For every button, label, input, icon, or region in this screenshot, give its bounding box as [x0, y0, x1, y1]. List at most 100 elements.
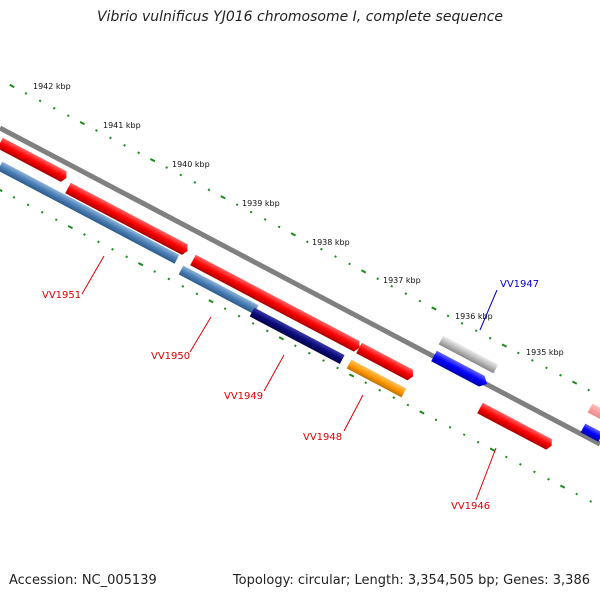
minor-tick — [40, 210, 44, 214]
gene-label-vv1951[interactable]: VV1951 — [42, 290, 81, 301]
gene-label-vv1948[interactable]: VV1948 — [303, 432, 342, 443]
minor-tick — [123, 144, 126, 147]
minor-tick — [462, 433, 466, 437]
minor-tick — [531, 359, 534, 362]
tick-label: 1942 kbp — [33, 82, 71, 91]
minor-tick — [249, 210, 253, 214]
leader-vv1949 — [263, 354, 285, 392]
feature-vv1948[interactable] — [346, 359, 407, 398]
major-tick — [149, 158, 156, 163]
minor-tick — [460, 321, 464, 325]
feature-edge-pink[interactable] — [587, 403, 600, 422]
map-title: Vibrio vulnificus YJ016 chromosome I, co… — [96, 9, 504, 25]
minor-tick — [111, 248, 114, 251]
tick-label: 1941 kbp — [103, 121, 141, 130]
minor-tick — [378, 388, 382, 392]
feature-vv1950[interactable] — [190, 254, 362, 353]
major-tick — [67, 225, 73, 230]
feature-vv1947[interactable] — [431, 350, 490, 390]
minor-tick — [320, 247, 323, 251]
major-tick — [208, 299, 214, 304]
major-tick — [489, 447, 495, 452]
minor-tick — [587, 388, 590, 392]
accession-text: Accession: NC_005139 — [9, 573, 157, 588]
minor-tick — [476, 440, 480, 444]
minor-tick — [181, 285, 185, 288]
leader-vv1946 — [475, 447, 497, 501]
major-tick — [137, 262, 144, 267]
minor-tick — [516, 351, 520, 355]
feature-vv1951-upper[interactable] — [0, 137, 69, 184]
minor-tick — [24, 92, 28, 95]
minor-tick — [223, 307, 227, 310]
minor-tick — [547, 477, 550, 481]
minor-tick — [474, 329, 478, 333]
minor-tick — [589, 500, 593, 503]
minor-tick — [334, 255, 337, 258]
gene-label-vv1946[interactable]: VV1946 — [451, 501, 490, 512]
minor-tick — [504, 455, 508, 459]
gene-label-vv1950[interactable]: VV1950 — [151, 351, 190, 362]
feature-edge-blue[interactable] — [580, 423, 600, 442]
minor-tick — [193, 181, 197, 184]
feature-vv1946[interactable] — [477, 402, 554, 451]
major-tick — [79, 121, 85, 126]
minor-tick — [545, 366, 548, 370]
major-tick — [0, 188, 3, 193]
minor-tick — [404, 292, 408, 295]
major-tick — [431, 306, 437, 311]
feature-vv1951-track[interactable] — [0, 161, 180, 264]
minor-tick — [26, 203, 30, 207]
inner-tick-track — [0, 188, 593, 503]
major-tick — [559, 484, 566, 489]
major-tick — [220, 195, 226, 200]
minor-tick — [125, 255, 128, 259]
minor-tick — [97, 240, 100, 244]
minor-tick — [446, 314, 450, 318]
minor-tick — [277, 225, 281, 229]
leader-vv1947 — [479, 289, 498, 331]
minor-tick — [533, 470, 536, 474]
minor-tick — [153, 270, 157, 273]
minor-tick — [137, 151, 140, 155]
gene-leader-lines — [81, 255, 498, 501]
major-tick — [419, 410, 425, 415]
feature-vv1950-track[interactable] — [178, 265, 259, 315]
minor-tick — [308, 351, 311, 355]
minor-tick — [390, 284, 394, 288]
minor-tick — [519, 463, 522, 466]
minor-tick — [165, 166, 169, 169]
major-tick — [501, 343, 507, 348]
feature-vv1947-gray[interactable] — [438, 335, 499, 374]
tick-label: 1938 kbp — [312, 238, 350, 247]
feature-vv1951-lower[interactable] — [65, 182, 190, 257]
tick-label: 1935 kbp — [526, 348, 564, 357]
minor-tick — [488, 336, 492, 340]
major-tick — [571, 380, 578, 385]
minor-tick — [38, 99, 42, 103]
minor-tick — [167, 277, 171, 281]
minor-tick — [83, 233, 86, 236]
feature-vv1949[interactable] — [249, 307, 345, 364]
major-tick — [348, 373, 355, 378]
minor-tick — [575, 492, 578, 496]
major-tick — [360, 269, 367, 274]
feature-vv1948-red[interactable] — [356, 342, 416, 382]
minor-tick — [95, 129, 98, 132]
minor-tick — [263, 218, 267, 221]
minor-tick — [251, 322, 255, 325]
tick-label: 1936 kbp — [455, 312, 493, 321]
tick-label: 1940 kbp — [172, 160, 210, 169]
minor-tick — [336, 366, 339, 370]
minor-tick — [179, 173, 183, 177]
minor-tick — [418, 299, 422, 303]
gene-label-vv1949[interactable]: VV1949 — [224, 391, 263, 402]
gene-label-vv1947[interactable]: VV1947 — [500, 279, 539, 290]
minor-tick — [237, 314, 241, 318]
tick-label: 1937 kbp — [383, 276, 421, 285]
major-tick — [278, 336, 284, 341]
minor-tick — [294, 344, 297, 348]
minor-tick — [265, 329, 269, 333]
leader-vv1950 — [189, 316, 212, 353]
